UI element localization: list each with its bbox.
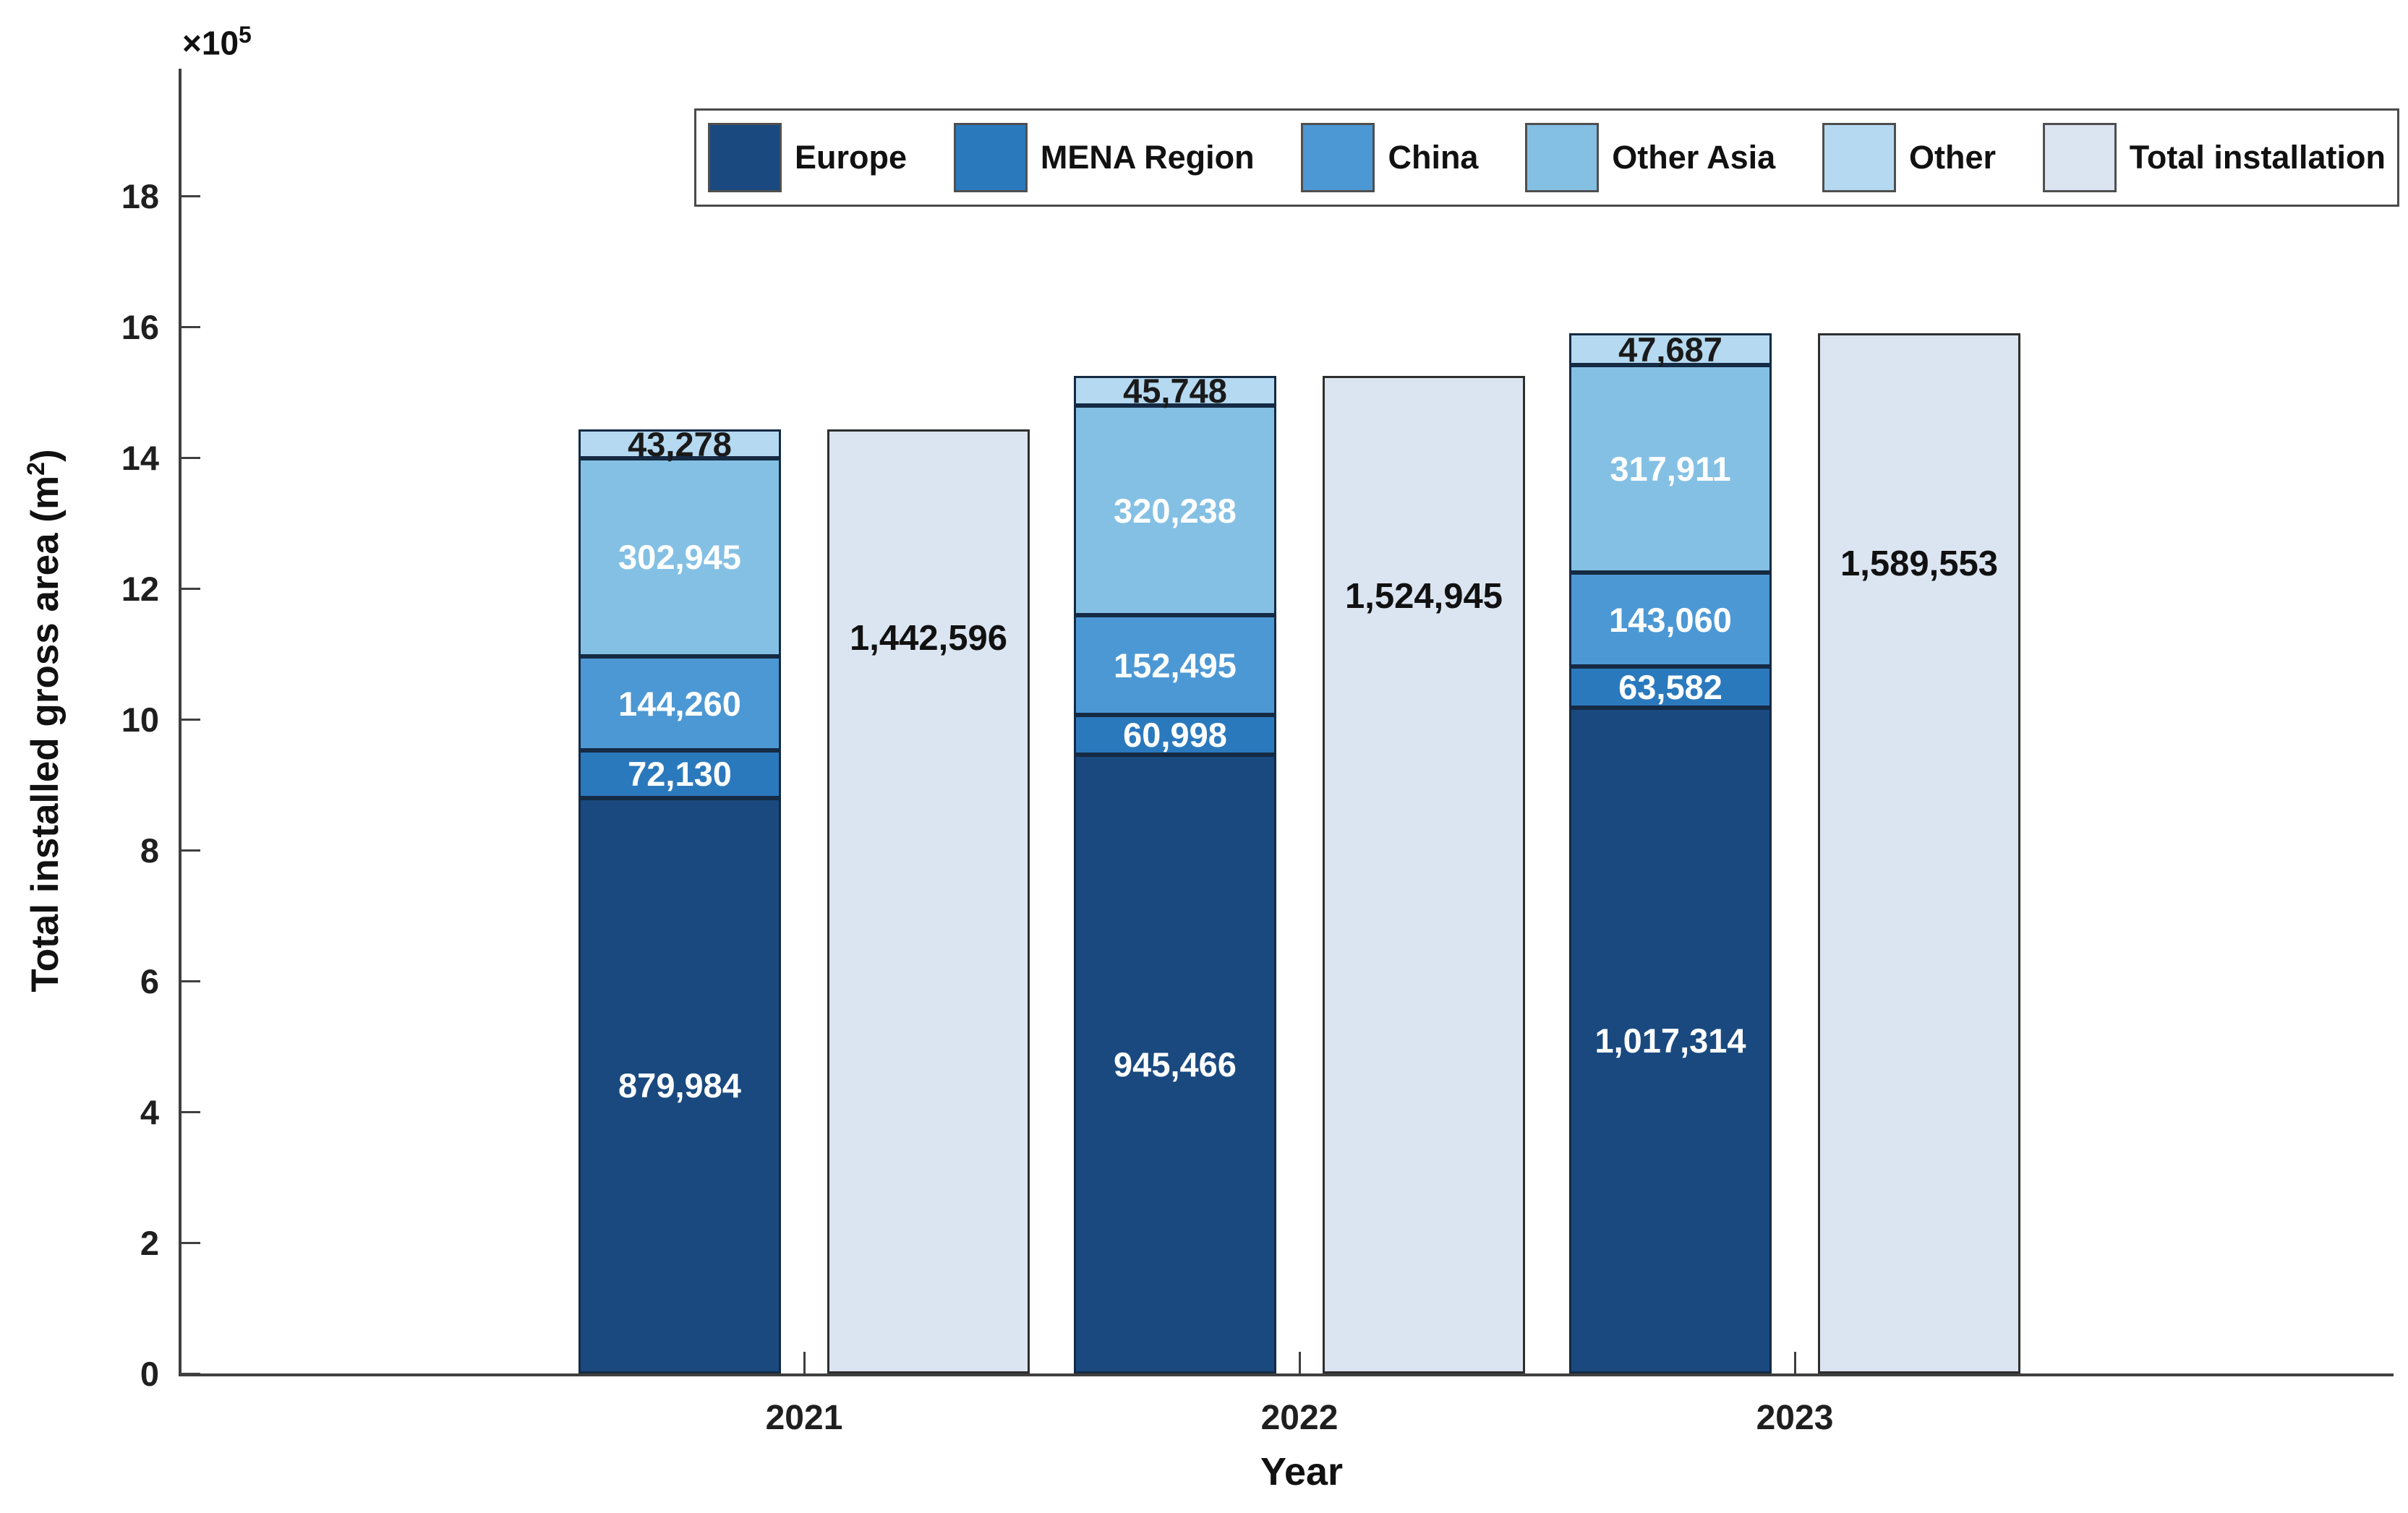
bar-segment: 60,998 (1074, 715, 1276, 755)
x-tick-mark (803, 1352, 806, 1373)
y-tick-label: 18 (121, 177, 159, 215)
bar-segment: 1,017,314 (1569, 708, 1772, 1373)
bar-segment: 317,911 (1569, 364, 1772, 573)
total-bar-label: 1,589,553 (1840, 544, 1998, 583)
legend-swatch (2042, 123, 2117, 192)
bar-segment-label: 945,466 (1114, 1045, 1237, 1084)
legend-label: Europe (795, 139, 908, 176)
legend-item: Other (1822, 123, 1996, 192)
x-tick-label: 2023 (1756, 1399, 1834, 1437)
legend-item: MENA Region (953, 123, 1255, 192)
x-tick-mark (1299, 1352, 1301, 1373)
y-tick-label: 16 (121, 308, 159, 346)
y-tick-mark (179, 326, 200, 328)
bar-segment-label: 320,238 (1114, 491, 1237, 530)
legend-label: Other (1908, 139, 1996, 176)
total-bar: 1,589,553 (1818, 333, 2020, 1373)
y-axis-line (179, 69, 182, 1376)
bar-segment: 47,687 (1569, 330, 1772, 369)
y-tick-label: 2 (140, 1224, 159, 1262)
y-tick-label: 14 (121, 439, 159, 477)
total-bar: 1,524,945 (1323, 375, 1525, 1373)
y-axis-exponent-label: ×105 (182, 22, 252, 62)
legend-swatch (1301, 123, 1375, 192)
legend-swatch (953, 123, 1028, 192)
legend-swatch (708, 123, 782, 192)
bar-segment-label: 302,945 (618, 538, 741, 577)
y-tick-label: 6 (140, 962, 159, 1000)
bar-segment: 45,748 (1074, 372, 1276, 411)
y-tick-mark (179, 980, 200, 982)
bar-segment-label: 143,060 (1609, 600, 1732, 639)
x-tick-mark (1794, 1352, 1796, 1373)
total-bar-label: 1,524,945 (1345, 577, 1503, 617)
y-tick-mark (179, 195, 200, 197)
bar-segment-label: 45,748 (1123, 372, 1227, 411)
legend-label: Other Asia (1612, 139, 1776, 176)
bar-segment: 302,945 (578, 458, 781, 656)
bar-segment: 879,984 (578, 797, 781, 1373)
legend-item: Other Asia (1525, 123, 1775, 192)
y-tick-label: 10 (121, 700, 159, 739)
legend-item: China (1301, 123, 1478, 192)
bar-segment: 144,260 (578, 656, 781, 751)
y-tick-mark (179, 1373, 200, 1375)
y-tick-mark (179, 719, 200, 721)
bar-segment: 152,495 (1074, 615, 1276, 716)
bar-segment-label: 60,998 (1123, 716, 1227, 755)
legend-swatch (1822, 123, 1896, 192)
legend: Europe MENA Region China Other Asia Other Tot… (694, 108, 2399, 207)
legend-label: China (1388, 139, 1479, 176)
legend-item: Total installation (2042, 123, 2386, 192)
bar-segment-label: 144,260 (618, 684, 741, 723)
x-axis-title: Year (1260, 1450, 1344, 1493)
legend-label: MENA Region (1040, 139, 1255, 176)
bar-segment-label: 152,495 (1114, 646, 1237, 685)
y-tick-label: 4 (140, 1093, 159, 1131)
y-tick-mark (179, 588, 200, 590)
total-bar-label: 1,442,596 (850, 619, 1007, 659)
y-tick-mark (179, 457, 200, 459)
bar-segment-label: 47,687 (1618, 330, 1722, 369)
x-tick-label: 2022 (1260, 1399, 1339, 1437)
y-tick-label: 12 (121, 570, 159, 608)
legend-swatch (1525, 123, 1600, 192)
y-tick-mark (179, 849, 200, 852)
bar-segment-label: 879,984 (618, 1066, 741, 1105)
bar-segment: 63,582 (1569, 666, 1772, 708)
bar-segment-label: 1,017,314 (1594, 1021, 1746, 1060)
y-tick-label: 0 (140, 1355, 159, 1393)
legend-item: Europe (708, 123, 907, 192)
bar-segment-label: 63,582 (1618, 668, 1722, 707)
legend-label: Total installation (2129, 139, 2386, 176)
exponent-power: 5 (239, 22, 252, 48)
bar-segment: 945,466 (1074, 755, 1276, 1373)
y-tick-mark (179, 1242, 200, 1244)
bar-segment: 72,130 (578, 750, 781, 798)
bar-segment-label: 72,130 (628, 755, 732, 794)
y-tick-label: 8 (140, 831, 159, 870)
x-tick-label: 2021 (765, 1399, 843, 1437)
y-tick-mark (179, 1111, 200, 1113)
bar-segment-label: 43,278 (628, 424, 732, 463)
bar-segment: 143,060 (1569, 573, 1772, 667)
exponent-base: ×10 (182, 24, 239, 62)
total-bar: 1,442,596 (827, 429, 1030, 1373)
x-axis-line (179, 1373, 2394, 1376)
bar-segment: 320,238 (1074, 406, 1276, 616)
bar-segment-label: 317,911 (1610, 449, 1731, 488)
bar-segment: 43,278 (578, 424, 781, 463)
